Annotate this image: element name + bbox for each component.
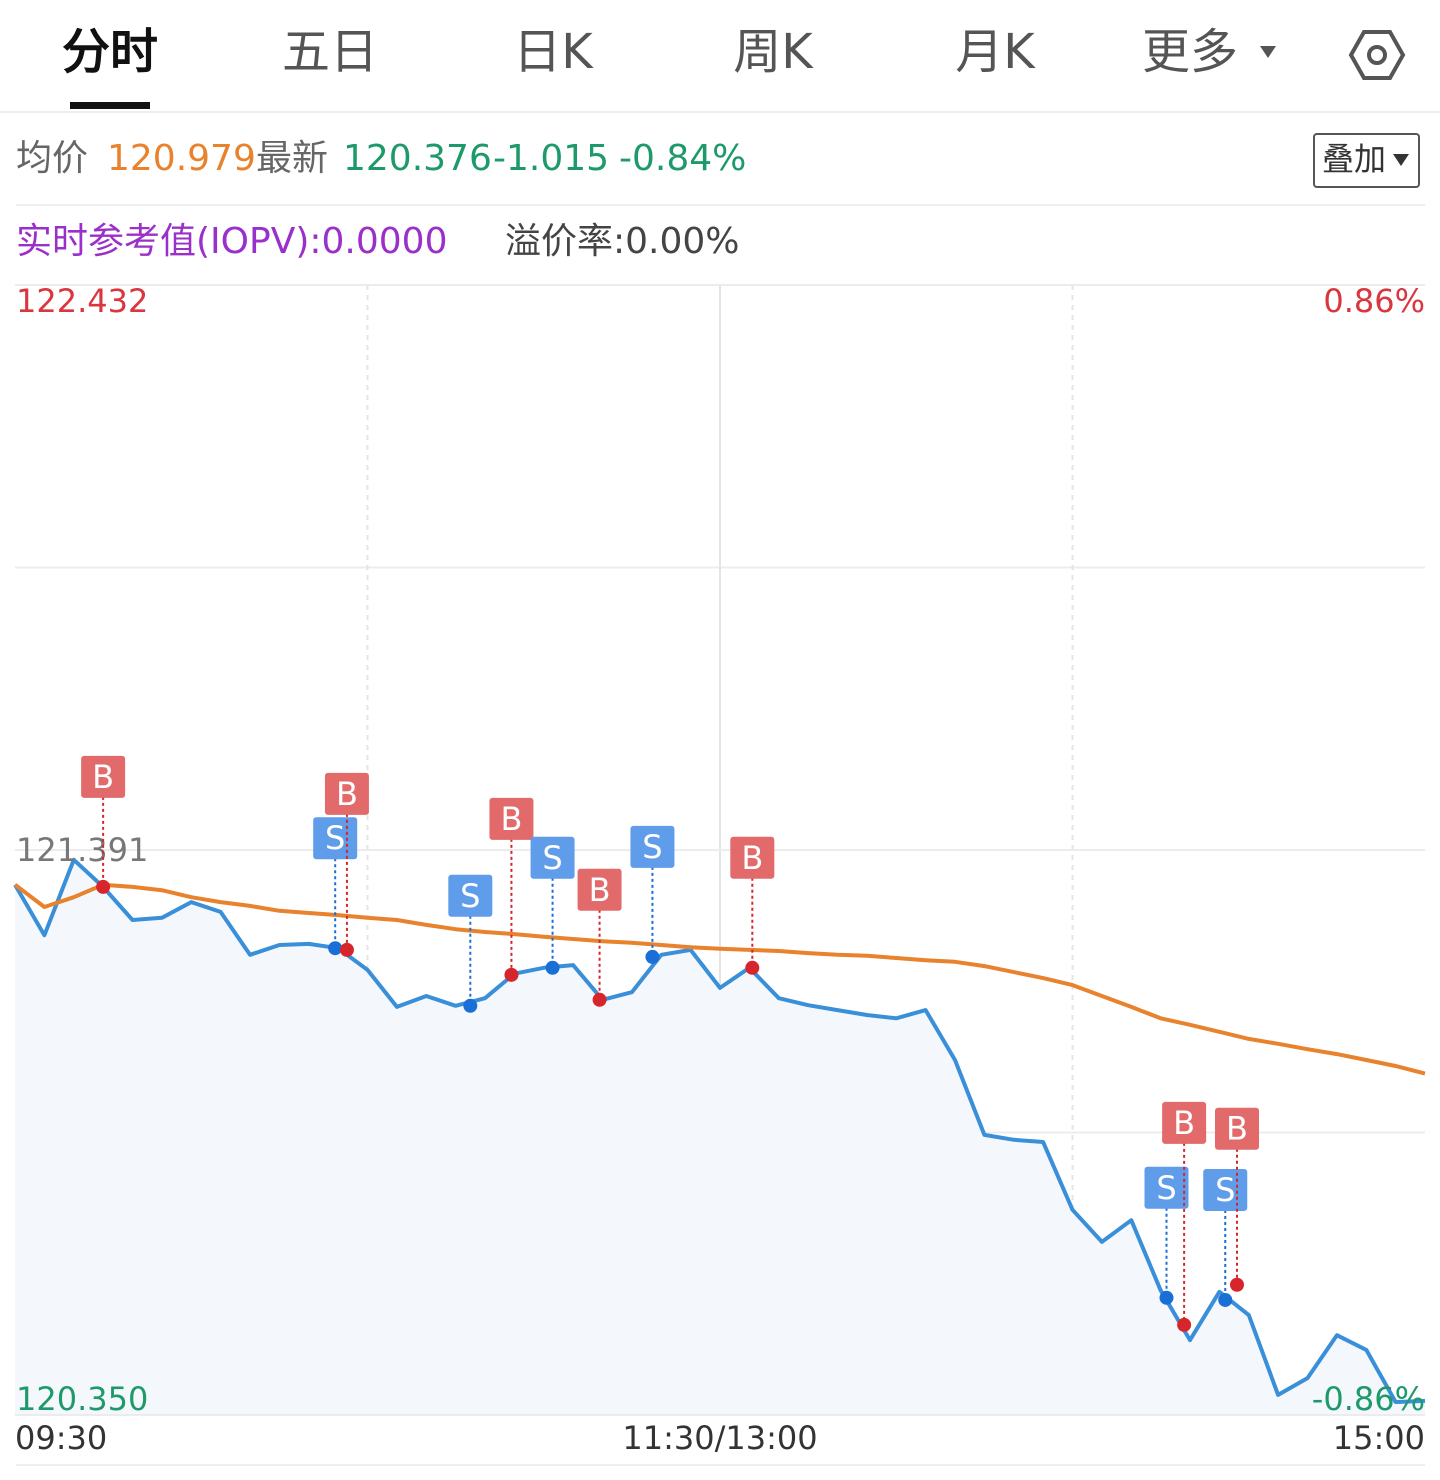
marker-label: S	[542, 839, 562, 877]
marker-label: B	[92, 758, 114, 796]
last-price: 120.376	[343, 138, 492, 179]
button-label: 叠加	[1322, 140, 1386, 178]
y2-tick-label: -0.86%	[1312, 1380, 1425, 1418]
tab[interactable]: 月K	[955, 24, 1036, 80]
marker-box	[730, 836, 775, 879]
trade-point	[339, 942, 354, 957]
price-line	[13, 857, 1426, 1404]
trade-point	[745, 960, 760, 975]
tab[interactable]: 更多	[1142, 24, 1238, 80]
y2-tick-label: 0.86%	[1323, 282, 1425, 320]
y-tick-label: 122.432	[16, 282, 148, 320]
marker-box	[1215, 1107, 1259, 1150]
tab[interactable]: 分时	[62, 24, 158, 80]
marker-label: S	[1156, 1169, 1176, 1207]
tab[interactable]: 五日	[282, 24, 378, 80]
settings-icon	[1348, 30, 1406, 80]
premium-rate: 溢价率:0.00%	[505, 221, 740, 262]
active-tab-indicator	[70, 102, 150, 109]
marker-label: B	[589, 871, 611, 909]
marker-label: S	[460, 877, 480, 915]
trade-point	[1218, 1292, 1233, 1307]
y-tick-label: 121.391	[16, 831, 148, 869]
marker-box	[577, 868, 622, 911]
quote-row: 均价 120.979 最新 120.376 -1.015 -0.84% 叠加	[16, 133, 1420, 188]
average-line	[13, 882, 1426, 1076]
marker-box	[448, 874, 493, 917]
dropdown-arrow	[1260, 46, 1276, 58]
settings-button[interactable]	[1348, 30, 1406, 80]
marker-box	[630, 825, 675, 868]
trade-point	[463, 998, 478, 1013]
x-tick-label: 11:30/13:00	[622, 1419, 817, 1457]
x-tick-label: 15:00	[1333, 1419, 1425, 1457]
marker-label: S	[1215, 1171, 1235, 1209]
trade-point	[96, 879, 111, 894]
marker-box	[489, 797, 534, 840]
trade-point	[645, 949, 660, 964]
avg-label: 均价	[16, 138, 88, 179]
x-tick-label: 09:30	[15, 1419, 107, 1457]
settings-icon-center	[1367, 45, 1387, 65]
marker-box	[1144, 1166, 1189, 1209]
trade-point	[328, 941, 343, 956]
marker-label: B	[500, 800, 522, 838]
price-area	[15, 859, 1425, 1415]
tab[interactable]: 周K	[733, 24, 814, 80]
trade-point	[545, 960, 560, 975]
last-label: 最新	[256, 138, 328, 179]
trade-point	[504, 967, 519, 982]
button-frame	[1313, 133, 1420, 188]
marker-box	[81, 755, 126, 798]
avg-price: 120.979	[107, 138, 256, 179]
marker-box	[1162, 1101, 1207, 1144]
overlay-button[interactable]: 叠加	[1313, 133, 1420, 188]
trade-point	[1230, 1277, 1244, 1292]
marker-label: B	[741, 839, 763, 877]
marker-label: B	[1173, 1104, 1195, 1142]
change: -1.015	[493, 138, 609, 179]
trade-point	[1159, 1290, 1174, 1305]
chart: 09:30 11:30/13:00 15:00 122.432 121.391 120.3…	[13, 282, 1426, 1457]
y-tick-label: 120.350	[16, 1380, 148, 1418]
marker-label: B	[1226, 1110, 1248, 1148]
marker-label: S	[642, 828, 662, 866]
trade-point	[1177, 1317, 1192, 1332]
dropdown-arrow	[1393, 154, 1409, 166]
change-percent: -0.84%	[619, 138, 746, 179]
marker-box	[324, 772, 369, 815]
marker-label: S	[325, 819, 345, 857]
iopv: 实时参考值(IOPV):0.0000	[16, 221, 447, 262]
marker-label: B	[336, 775, 358, 813]
trade-point	[592, 992, 607, 1007]
tab-bar: 分时 五日 日K 周K 月K 更多	[62, 24, 1406, 109]
tab[interactable]: 日K	[513, 24, 594, 80]
marker-box	[530, 836, 575, 879]
